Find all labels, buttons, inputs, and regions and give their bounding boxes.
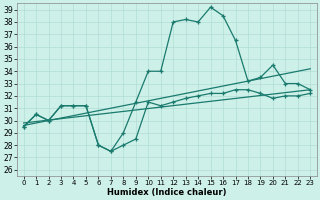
X-axis label: Humidex (Indice chaleur): Humidex (Indice chaleur) xyxy=(107,188,227,197)
